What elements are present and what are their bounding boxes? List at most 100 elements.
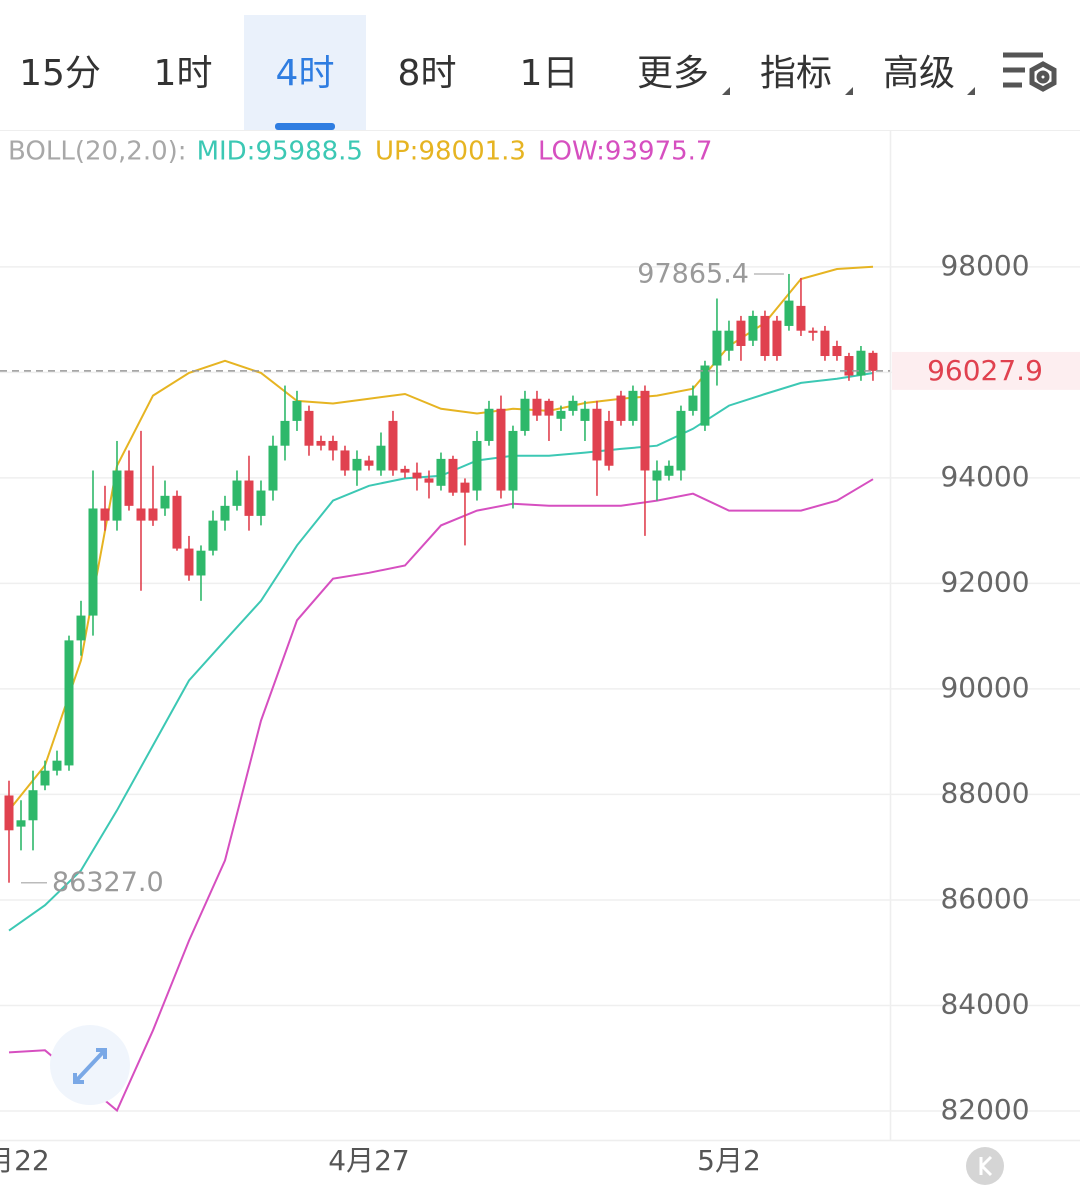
selected-tab-underline: [275, 123, 335, 130]
candle-body: [52, 760, 62, 771]
settings-icon[interactable]: [1003, 52, 1057, 92]
y-tick-label: 98000: [940, 249, 1029, 282]
tab[interactable]: 4时: [276, 53, 335, 94]
candle-body: [400, 468, 410, 473]
candle-body: [808, 330, 818, 333]
candle-body: [28, 790, 38, 821]
candle-body: [688, 395, 698, 411]
candle-body: [268, 445, 278, 491]
candle-body: [616, 395, 626, 421]
tab-bar: 15分 1时 4时 8时 1日 更多 指标 高级: [19, 53, 955, 94]
candle-body: [196, 550, 206, 576]
candle-body: [64, 640, 74, 766]
candle-body: [148, 508, 158, 521]
candle-body: [460, 482, 470, 493]
x-tick-label: 4月22: [0, 1144, 50, 1177]
candle-body: [652, 470, 662, 481]
candle-body: [832, 345, 842, 357]
candle-body: [316, 440, 326, 446]
candle-body: [556, 410, 566, 419]
tab[interactable]: 15分: [19, 53, 101, 94]
boll-line: [8, 265, 874, 811]
x-tick-label: 5月2: [697, 1144, 761, 1177]
legend-entry: LOW:93975.7: [538, 137, 712, 167]
candle-body: [160, 495, 170, 509]
candle-body: [520, 398, 530, 431]
candle-body: [424, 478, 434, 483]
candle-body: [172, 495, 182, 549]
legend-entry: UP:98001.3: [375, 137, 526, 167]
candle-body: [532, 398, 542, 416]
candle-body: [508, 430, 518, 491]
y-tick-label: 84000: [940, 987, 1029, 1020]
tab[interactable]: 1日: [520, 53, 579, 94]
candle-body: [712, 330, 722, 366]
candle-body: [484, 408, 494, 441]
candle-body: [136, 508, 146, 521]
selected-tab-bg: [244, 15, 366, 130]
annotation: 97865.4: [637, 258, 749, 289]
candle-body: [328, 440, 338, 451]
candle-body: [352, 458, 362, 471]
last-price-label: 96027.9: [927, 354, 1043, 387]
candle-body: [868, 352, 878, 371]
candle-body: [568, 400, 578, 411]
candle-body: [856, 350, 866, 376]
y-tick-label: 90000: [940, 671, 1029, 704]
candle-body: [604, 420, 614, 466]
k-button[interactable]: [966, 1147, 1004, 1185]
y-tick-label: 82000: [940, 1093, 1029, 1126]
candle-body: [844, 356, 854, 376]
candle-body: [580, 408, 590, 421]
candle-body: [676, 410, 686, 471]
candle-body: [88, 508, 98, 616]
tab[interactable]: 高级: [883, 53, 955, 94]
candle-body: [592, 408, 602, 461]
legend-entry: MID:95988.5: [197, 137, 363, 167]
candle-body: [736, 320, 746, 346]
candle-body: [76, 615, 86, 641]
candle-body: [364, 460, 374, 466]
candle-body: [256, 490, 266, 516]
candle-body: [724, 330, 734, 351]
candle-body: [472, 440, 482, 491]
candle-body: [184, 548, 194, 576]
plot: 96027.9 97865.4 86327.0: [0, 258, 1080, 1113]
y-tick-label: 92000: [940, 565, 1029, 598]
candle-body: [388, 420, 398, 471]
candle-body: [664, 465, 674, 476]
legend: BOLL(20,2.0): MID:95988.5 UP:98001.3 LOW:93…: [8, 137, 712, 167]
candle-body: [292, 400, 302, 421]
dropdown-arrows: [722, 87, 975, 95]
candle-body: [124, 470, 134, 506]
indicator-label: BOLL(20,2.0):: [8, 137, 187, 167]
tab[interactable]: 1时: [154, 53, 213, 94]
candle-body: [700, 365, 710, 426]
expand-button[interactable]: [50, 1025, 130, 1105]
candle-body: [208, 520, 218, 551]
x-tick-label: 4月27: [328, 1144, 409, 1177]
candle-body: [16, 820, 26, 827]
candle-body: [220, 505, 230, 521]
last-price-bg: [892, 351, 1080, 390]
candle-body: [4, 795, 14, 831]
candle-body: [448, 458, 458, 493]
tab[interactable]: 更多: [637, 53, 709, 94]
candle-body: [436, 458, 446, 486]
annotation: 86327.0: [52, 867, 164, 898]
candle-body: [496, 408, 506, 491]
y-tick-label: 88000: [940, 776, 1029, 809]
tab[interactable]: 8时: [398, 53, 457, 94]
tab[interactable]: 指标: [760, 53, 832, 94]
candle-body: [640, 390, 650, 471]
candle-body: [376, 445, 386, 471]
y-tick-label: 94000: [940, 460, 1029, 493]
candle-body: [544, 400, 554, 416]
candle-body: [784, 300, 794, 326]
candle-body: [304, 410, 314, 446]
boll-line: [8, 478, 874, 1113]
candle-body: [796, 305, 806, 331]
candle-body: [760, 315, 770, 357]
candle-body: [412, 472, 422, 479]
candle-body: [280, 420, 290, 446]
